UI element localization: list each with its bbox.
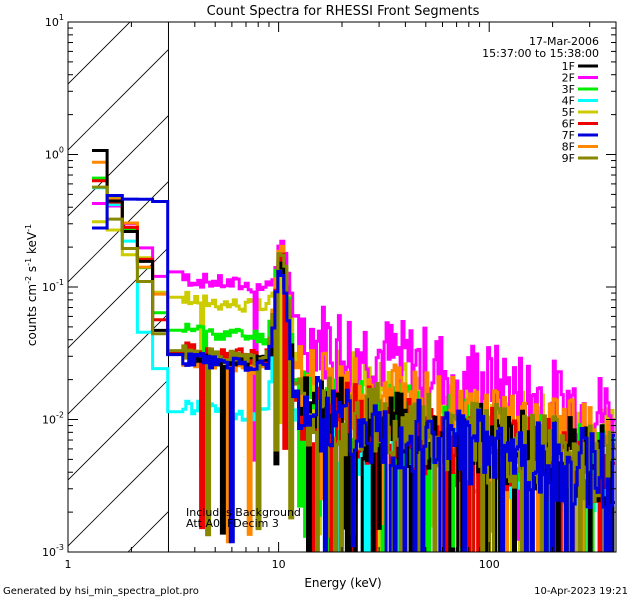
hatch-line bbox=[68, 246, 169, 349]
chart-title: Count Spectra for RHESSI Front Segments bbox=[207, 4, 480, 19]
y-tick-label: 10-3 bbox=[42, 543, 64, 559]
x-tick-label: 10 bbox=[272, 558, 286, 571]
legend-label-2F: 2F bbox=[562, 72, 575, 85]
series-line-7F bbox=[92, 194, 615, 552]
y-axis-label-exp2: -1 bbox=[24, 258, 33, 266]
y-axis-label-main: counts cm bbox=[25, 284, 39, 346]
annotation-attenuator: Att A0, FDecim 3 bbox=[186, 517, 279, 530]
y-tick-labels: 10-3 10-2 10-1 100 101 bbox=[42, 13, 64, 559]
x-tick-label: 1 bbox=[65, 558, 72, 571]
legend-label-6F: 6F bbox=[562, 118, 575, 131]
y-tick-label: 10-2 bbox=[42, 411, 64, 427]
x-tick-labels: 1 10 100 bbox=[65, 558, 500, 571]
footer-generated-by: Generated by hsi_min_spectra_plot.pro bbox=[3, 586, 199, 597]
legend-label-8F: 8F bbox=[562, 141, 575, 154]
date-label: 17-Mar-2006 bbox=[529, 35, 599, 48]
y-tick-label: 100 bbox=[45, 146, 64, 162]
legend-label-4F: 4F bbox=[562, 95, 575, 108]
x-axis-label: Energy (keV) bbox=[304, 576, 381, 590]
hatch-line bbox=[68, 48, 169, 151]
y-axis-label: counts cm-2 s-1 keV-1 bbox=[24, 224, 39, 346]
legend-label-1F: 1F bbox=[562, 60, 575, 73]
y-tick-label: 101 bbox=[45, 13, 64, 29]
footer-timestamp: 10-Apr-2023 19:21 bbox=[534, 586, 628, 597]
legend-label-3F: 3F bbox=[562, 83, 575, 96]
y-axis-label-unit-kev: keV bbox=[25, 231, 39, 258]
y-axis-label-exp3: -1 bbox=[24, 224, 33, 232]
legend-label-5F: 5F bbox=[562, 106, 575, 119]
legend-label-9F: 9F bbox=[562, 152, 575, 165]
axis-ticks bbox=[67, 22, 617, 553]
y-axis-label-exp1: -2 bbox=[24, 276, 33, 284]
y-axis-label-unit-s: s bbox=[25, 266, 39, 276]
legend-label-7F: 7F bbox=[562, 129, 575, 142]
hatch-line bbox=[68, 444, 169, 547]
hatch-line bbox=[68, 22, 131, 85]
y-tick-label: 10-1 bbox=[42, 278, 64, 294]
annotation-background: Includes Background bbox=[186, 506, 301, 519]
hatch-line bbox=[68, 180, 169, 283]
hatch-line bbox=[68, 378, 169, 481]
series-layer bbox=[92, 149, 615, 552]
hatch-line bbox=[0, 0, 134, 552]
time-range-label: 15:37:00 to 15:38:00 bbox=[482, 47, 599, 60]
x-tick-label: 100 bbox=[479, 558, 500, 571]
